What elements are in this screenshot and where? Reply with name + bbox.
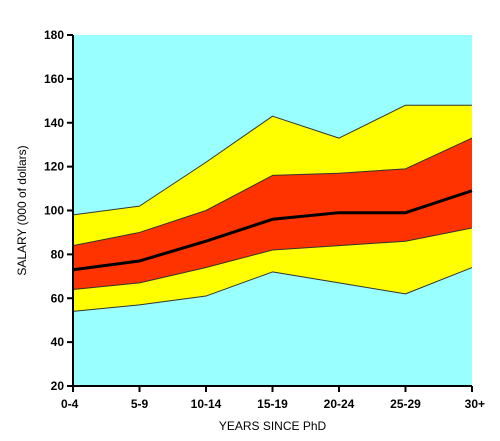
x-axis-label: YEARS SINCE PhD <box>219 419 327 433</box>
series-line-2 <box>72 227 473 290</box>
y-tick-label: 60 <box>51 291 65 305</box>
y-tick-label: 180 <box>44 28 64 42</box>
series-line-5 <box>72 104 472 216</box>
y-tick-label: 160 <box>44 72 64 86</box>
series-line-4 <box>72 137 473 247</box>
series-lines <box>72 104 473 312</box>
y-axis: 20 40 60 80 100 120 140 160 180 <box>44 28 74 393</box>
x-axis: 0-4 5-9 10-14 15-19 20-24 25-29 30+ <box>61 385 485 411</box>
y-tick-label: 120 <box>44 160 64 174</box>
x-tick-label: 20-24 <box>324 397 355 411</box>
series-line-1 <box>72 267 473 312</box>
median-line <box>72 189 473 272</box>
y-tick-label: 20 <box>51 379 65 393</box>
x-tick-label: 0-4 <box>61 397 79 411</box>
y-tick-label: 100 <box>44 204 64 218</box>
x-tick-label: 30+ <box>465 397 485 411</box>
y-axis-label: SALARY (000 of dollars) <box>15 145 29 275</box>
x-tick-label: 5-9 <box>131 397 149 411</box>
y-tick-label: 40 <box>51 335 65 349</box>
y-tick-label: 140 <box>44 116 64 130</box>
y-tick-label: 80 <box>51 247 65 261</box>
x-tick-label: 15-19 <box>257 397 288 411</box>
x-tick-label: 25-29 <box>390 397 421 411</box>
x-tick-label: 10-14 <box>191 397 222 411</box>
